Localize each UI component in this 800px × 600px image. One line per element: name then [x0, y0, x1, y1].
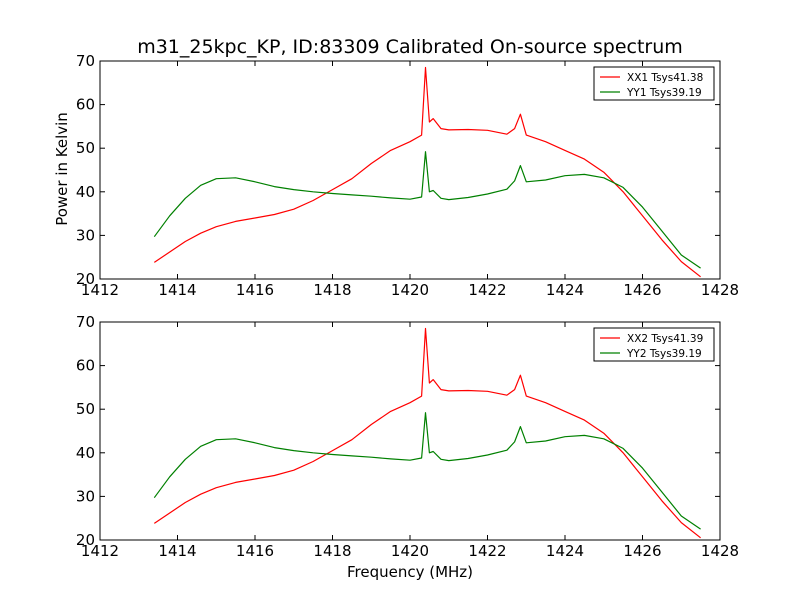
- x-tick-label: 1420: [391, 542, 429, 560]
- x-tick-label: 1412: [81, 281, 119, 299]
- x-tick-label: 1416: [236, 281, 274, 299]
- chart-title: m31_25kpc_KP, ID:83309 Calibrated On-sou…: [137, 36, 683, 58]
- y-tick-label: 50: [76, 400, 95, 418]
- bottom-panel: 1412 1414 1416 1418 1420 1422 1424 1426 1428 20 30…: [76, 313, 739, 560]
- legend-box: [593, 327, 715, 362]
- y-tick-label: 30: [76, 226, 95, 244]
- x-tick-label: 1418: [313, 281, 351, 299]
- x-axis-label: Frequency (MHz): [347, 563, 473, 581]
- legend-entry: YY2 Tsys39.19: [626, 348, 702, 360]
- top-panel: 1412 1414 1416 1418 1420 1422 1424 1426 1428 20 30…: [76, 52, 739, 299]
- legend-entry: YY1 Tsys39.19: [626, 87, 702, 99]
- series-line-xx-panel-2: [153, 327, 701, 539]
- y-tick-label: 70: [76, 313, 95, 331]
- x-tick-label: 1414: [158, 281, 196, 299]
- y-tick-label: 60: [76, 357, 95, 375]
- y-tick-label: 20: [76, 270, 95, 288]
- x-tick-label: 1428: [701, 281, 739, 299]
- x-tick-label: 1426: [623, 542, 661, 560]
- x-tick-label: 1424: [546, 542, 584, 560]
- y-tick-label: 60: [76, 96, 95, 114]
- y-axis-label: Power in Kelvin: [53, 112, 71, 226]
- x-tick-label: 1412: [81, 542, 119, 560]
- y-tick-label: 30: [76, 487, 95, 505]
- x-tick-label: 1424: [546, 281, 584, 299]
- legend-entry: XX2 Tsys41.39: [627, 333, 703, 345]
- x-tick-label: 1422: [468, 281, 506, 299]
- x-tick-label: 1420: [391, 281, 429, 299]
- series-line-xx-panel-1: [153, 66, 701, 278]
- series-line-yy-panel-2: [153, 412, 701, 530]
- x-tick-label: 1416: [236, 542, 274, 560]
- series-line-yy-panel-1: [153, 151, 701, 269]
- x-tick-label: 1414: [158, 542, 196, 560]
- legend-entry: XX1 Tsys41.38: [627, 72, 703, 84]
- y-tick-label: 40: [76, 183, 95, 201]
- x-tick-label: 1428: [701, 542, 739, 560]
- x-tick-label: 1426: [623, 281, 661, 299]
- y-tick-label: 20: [76, 531, 95, 549]
- x-tick-label: 1418: [313, 542, 351, 560]
- y-tick-label: 70: [76, 52, 95, 70]
- y-tick-label: 50: [76, 139, 95, 157]
- x-tick-label: 1422: [468, 542, 506, 560]
- y-tick-label: 40: [76, 444, 95, 462]
- legend-box: [593, 66, 715, 101]
